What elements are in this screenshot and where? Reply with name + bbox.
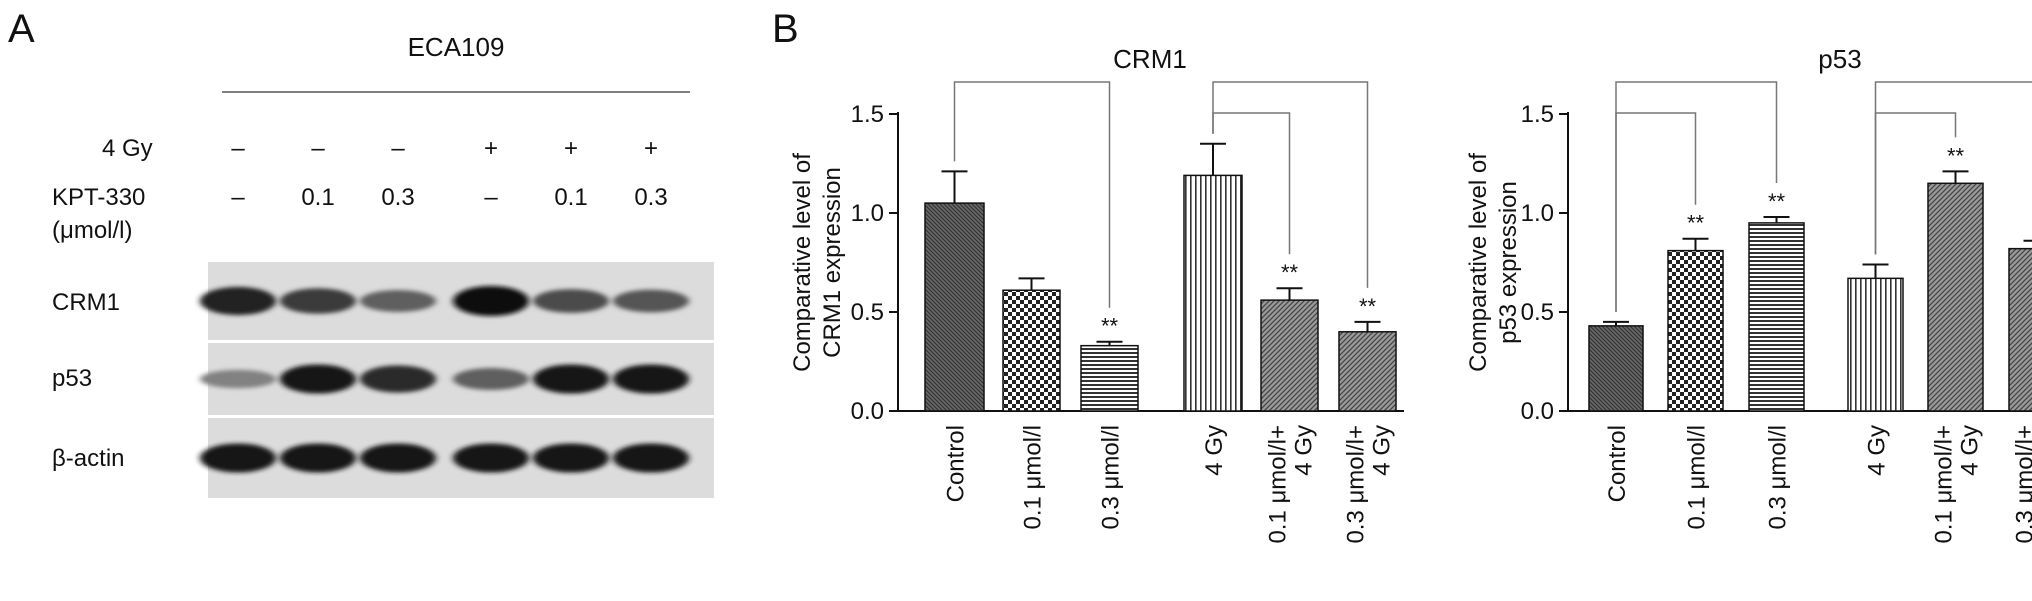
significance-label: ** — [1359, 294, 1377, 319]
significance-label: ** — [1687, 211, 1705, 236]
bar — [1338, 331, 1397, 412]
gy-lane-value: + — [644, 135, 658, 162]
x-tick-label: 0.3 μmol/l — [1765, 425, 1792, 530]
panel-a-marks: – – – + + + – 0.1 0.3 – 0.1 0.3 CRM1 p53 β-actin — [52, 135, 714, 498]
y-tick-label: 1.0 — [1521, 200, 1554, 227]
y-tick-label: 1.0 — [851, 200, 884, 227]
x-tick-label: Control — [943, 425, 970, 502]
bar — [1183, 174, 1243, 412]
x-tick-label: 0.3 μmol/l+ — [2012, 425, 2032, 544]
bar — [1748, 222, 1805, 412]
kpt-lane-value: 0.3 — [634, 184, 667, 211]
blot-band — [613, 289, 689, 313]
y-tick-label: 1.5 — [1521, 101, 1554, 128]
bar — [1080, 344, 1139, 412]
significance-label: ** — [1768, 189, 1786, 214]
panel-b-label: B — [772, 7, 799, 51]
x-tick-label: 4 Gy — [1369, 425, 1396, 476]
x-tick-label: 4 Gy — [1864, 425, 1891, 476]
kpt-lane-value: – — [484, 184, 498, 211]
comparison-bracket — [1212, 81, 1369, 288]
blot-band — [613, 443, 689, 473]
comparison-bracket — [953, 81, 1111, 308]
blot-band — [200, 369, 276, 389]
y-axis-label: CRM1 expression — [819, 167, 846, 358]
blot-band — [453, 443, 529, 473]
blot-band — [200, 286, 276, 316]
blot-label: β-actin — [52, 445, 125, 472]
kpt-lane-value: – — [231, 184, 245, 211]
bar — [2008, 247, 2032, 412]
bar — [1002, 289, 1061, 412]
bar — [1588, 325, 1644, 412]
y-axis-label: Comparative level of — [1465, 153, 1492, 372]
significance-label: ** — [1101, 314, 1119, 339]
y-tick-label: 0.5 — [851, 299, 884, 326]
blot-label: p53 — [52, 365, 92, 392]
gy-lane-value: – — [311, 135, 325, 162]
bar — [1847, 277, 1904, 412]
bar — [924, 202, 985, 412]
chart-title: p53 — [1818, 44, 1861, 74]
bar — [1927, 182, 1984, 412]
x-tick-label: 0.1 μmol/l — [1684, 425, 1711, 530]
blot-label: CRM1 — [52, 289, 120, 316]
blot-band — [453, 368, 529, 390]
kpt-row-label: KPT-330 — [52, 184, 145, 211]
x-tick-label: 4 Gy — [1201, 425, 1228, 476]
gy-lane-value: + — [484, 135, 498, 162]
y-tick-label: 1.5 — [851, 101, 884, 128]
blot-band — [360, 365, 436, 393]
p53-chart: p53 Comparative level of p53 expression 0.0… — [1465, 44, 2032, 544]
blot-band — [533, 289, 609, 313]
blot-band — [533, 364, 609, 394]
comparison-bracket — [1874, 81, 2032, 255]
x-tick-label: 0.3 μmol/l+ — [1343, 425, 1370, 544]
blot-band — [453, 286, 529, 316]
x-tick-label: 0.3 μmol/l — [1098, 425, 1125, 530]
bar — [1667, 249, 1724, 412]
x-tick-label: 4 Gy — [1291, 425, 1318, 476]
y-tick-label: 0.0 — [851, 398, 884, 425]
significance-label: ** — [1947, 143, 1965, 168]
x-tick-label: 4 Gy — [1957, 425, 1984, 476]
blot-band — [533, 443, 609, 473]
blot-band — [200, 443, 276, 473]
x-tick-label: Control — [1604, 425, 1631, 502]
blot-band — [280, 288, 356, 314]
blot-band — [280, 364, 356, 394]
gy-lane-value: – — [391, 135, 405, 162]
kpt-unit-label: (μmol/l) — [52, 217, 132, 244]
gy-row-label: 4 Gy — [102, 135, 153, 162]
kpt-lane-value: 0.1 — [554, 184, 587, 211]
x-tick-label: 0.1 μmol/l — [1020, 425, 1047, 530]
y-axis-label: Comparative level of — [789, 153, 816, 372]
y-tick-label: 0.0 — [1521, 398, 1554, 425]
blot-band — [613, 364, 689, 394]
gy-lane-value: – — [231, 135, 245, 162]
y-tick-label: 0.5 — [1521, 299, 1554, 326]
x-tick-label: 0.1 μmol/l+ — [1931, 425, 1958, 544]
blot-band — [280, 443, 356, 473]
blot-band — [360, 290, 436, 312]
gy-lane-value: + — [564, 135, 578, 162]
bar — [1260, 299, 1319, 412]
cell-line-title: ECA109 — [408, 32, 505, 62]
blot-band — [360, 443, 436, 473]
comparison-bracket — [1615, 81, 1778, 312]
y-axis-label: p53 expression — [1495, 181, 1522, 344]
significance-label: ** — [1281, 260, 1299, 285]
kpt-lane-value: 0.1 — [301, 184, 334, 211]
kpt-lane-value: 0.3 — [381, 184, 414, 211]
panel-a-label: A — [8, 7, 35, 51]
chart-title: CRM1 — [1113, 44, 1187, 74]
x-tick-label: 0.1 μmol/l+ — [1265, 425, 1292, 544]
